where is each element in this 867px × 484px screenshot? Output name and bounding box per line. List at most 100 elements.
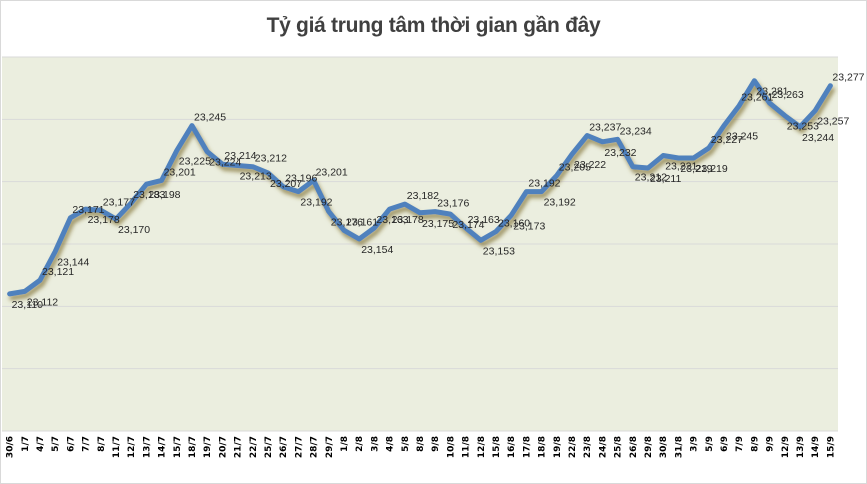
x-tick-label: 25/7: [264, 436, 274, 458]
x-tick-label: 13/7: [142, 436, 152, 458]
x-tick-label: 10/8: [446, 436, 456, 458]
x-tick-label: 29/7: [325, 436, 335, 458]
data-label: 23,154: [361, 244, 393, 256]
x-tick-label: 6/9: [720, 436, 730, 452]
x-tick-label: 2/8: [355, 436, 365, 452]
x-tick-label: 25/8: [614, 436, 624, 458]
x-tick-label: 8/7: [97, 436, 107, 452]
data-label: 23,192: [544, 197, 576, 209]
x-tick-label: 27/7: [294, 436, 304, 458]
x-tick-label: 16/8: [507, 436, 517, 458]
data-label: 23,211: [650, 173, 681, 185]
data-label: 23,281: [756, 86, 788, 98]
data-label: 23,171: [72, 204, 104, 216]
x-tick-label: 23/8: [583, 436, 593, 458]
x-tick-label: 21/7: [234, 436, 244, 458]
data-label: 23,205: [559, 161, 591, 173]
x-tick-label: 31/8: [674, 436, 684, 458]
data-label: 23,160: [498, 218, 530, 230]
x-tick-label: 28/7: [310, 436, 320, 458]
data-label: 23,153: [483, 245, 515, 257]
x-tick-label: 12/9: [781, 436, 791, 458]
data-label: 23,221: [665, 160, 697, 172]
x-tick-label: 18/7: [188, 436, 198, 458]
data-label: 23,227: [711, 134, 743, 146]
data-label: 23,112: [27, 296, 58, 308]
data-label: 23,219: [680, 163, 712, 175]
x-tick-label: 24/8: [598, 436, 608, 458]
data-label: 23,277: [832, 72, 864, 84]
x-tick-label: 26/7: [279, 436, 289, 458]
x-tick-label: 6/7: [66, 436, 76, 452]
x-tick-label: 11/7: [112, 436, 122, 458]
data-label: 23,192: [300, 197, 332, 209]
data-label: 23,192: [528, 178, 560, 190]
x-tick-label: 14/7: [158, 436, 168, 458]
x-tick-label: 5/8: [401, 436, 411, 452]
data-label: 23,232: [604, 147, 636, 159]
x-tick-label: 1/8: [340, 436, 350, 452]
x-tick-label: 15/8: [492, 436, 502, 458]
x-tick-label: 12/8: [477, 436, 487, 458]
x-tick-label: 22/7: [249, 436, 259, 458]
data-label: 23,213: [240, 170, 272, 182]
data-label: 23,253: [787, 121, 819, 133]
data-label: 23,214: [224, 150, 256, 162]
data-label: 23,182: [407, 190, 439, 202]
data-label: 23,244: [802, 132, 834, 144]
data-label: 23,174: [452, 219, 484, 231]
x-tick-label: 7/9: [735, 436, 745, 452]
x-tick-label: 26/8: [629, 436, 639, 458]
data-label: 23,225: [179, 156, 211, 168]
x-tick-label: 11/8: [462, 436, 472, 458]
x-tick-label: 14/9: [811, 436, 821, 458]
x-tick-label: 8/8: [416, 436, 426, 452]
x-tick-label: 9/8: [431, 436, 441, 452]
data-label: 23,176: [437, 198, 469, 210]
x-tick-label: 19/8: [553, 436, 563, 458]
data-labels: 23,11023,11223,12123,14423,17123,17823,1…: [12, 72, 865, 311]
x-axis-labels: 30/6 1/7 4/7 5/7 6/7 7/7 8/7 11/7 12/7 13/7 14/7 15…: [6, 436, 837, 458]
data-label: 23,175: [422, 218, 454, 230]
data-label: 23,173: [513, 220, 545, 232]
x-tick-label: 15/9: [826, 436, 836, 458]
data-label: 23,198: [148, 189, 180, 201]
x-tick-label: 20/7: [218, 436, 228, 458]
data-label: 23,176: [331, 217, 363, 229]
x-tick-label: 3/9: [690, 436, 700, 452]
data-label: 23,201: [316, 166, 348, 178]
data-label: 23,207: [270, 178, 302, 190]
x-tick-label: 15/7: [173, 436, 183, 458]
data-label: 23,163: [468, 214, 500, 226]
data-line: [7, 78, 833, 297]
x-tick-label: 8/9: [750, 436, 760, 452]
data-label: 23,245: [726, 131, 758, 143]
x-tick-label: 4/7: [36, 436, 46, 452]
data-label: 23,219: [696, 163, 728, 175]
data-label: 23,257: [817, 116, 849, 128]
data-label: 23,201: [164, 166, 196, 178]
data-label: 23,245: [194, 112, 226, 124]
x-tick-label: 18/8: [538, 436, 548, 458]
x-tick-label: 5/7: [51, 436, 61, 452]
x-tick-label: 12/7: [127, 436, 137, 458]
data-label: 23,170: [118, 224, 150, 236]
data-label: 23,178: [392, 214, 424, 226]
data-label: 23,144: [57, 256, 89, 268]
data-label: 23,222: [574, 159, 606, 171]
data-label: 23,121: [42, 266, 74, 278]
gridlines: [2, 56, 838, 432]
data-label: 23,212: [635, 172, 667, 184]
data-label: 23,196: [285, 173, 317, 185]
data-label: 23,237: [589, 122, 621, 134]
data-label: 23,163: [376, 214, 408, 226]
x-tick-label: 3/8: [370, 436, 380, 452]
data-label: 23,263: [772, 89, 804, 101]
data-label: 23,234: [620, 125, 652, 137]
x-tick-label: 7/7: [82, 436, 92, 452]
data-label: 23,161: [346, 216, 378, 228]
x-tick-label: 4/8: [386, 436, 396, 452]
data-label: 23,224: [209, 157, 241, 169]
x-tick-label: 29/8: [644, 436, 654, 458]
